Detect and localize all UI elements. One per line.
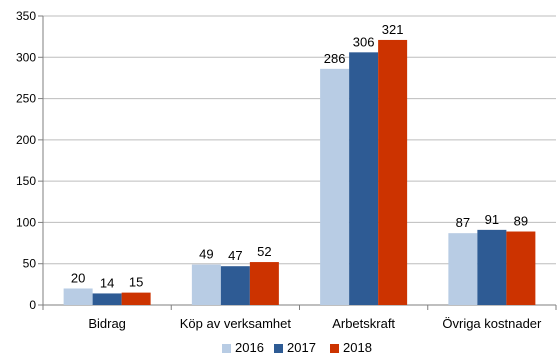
data-label: 306 [353, 34, 375, 49]
bars [63, 39, 536, 306]
data-labels: 20 14 15 49 47 52 286 306 321 87 91 89 [71, 22, 528, 290]
category-label: Arbetskraft [332, 316, 395, 331]
bar-2017-2 [349, 52, 379, 306]
category-label: Bidrag [88, 316, 126, 331]
legend: 2016 2017 2018 [222, 340, 372, 355]
bar-2017-1 [220, 266, 250, 305]
bar-2018-2 [378, 39, 408, 306]
bar-2017-3 [477, 229, 507, 305]
y-tick-label: 0 [29, 298, 36, 312]
bar-2016-0 [63, 288, 93, 305]
bar-2018-3 [506, 231, 536, 305]
bar-2018-0 [121, 292, 151, 305]
legend-swatch [222, 344, 231, 353]
y-tick-label: 200 [16, 133, 36, 147]
legend-label: 2018 [343, 340, 372, 355]
y-tick-label: 100 [16, 215, 36, 229]
data-label: 91 [485, 212, 499, 227]
bar-2016-1 [191, 264, 221, 305]
legend-swatch [274, 344, 283, 353]
data-label: 15 [129, 275, 143, 290]
data-label: 321 [382, 22, 404, 37]
data-label: 14 [100, 275, 114, 290]
data-label: 47 [228, 248, 242, 263]
legend-label: 2017 [287, 340, 316, 355]
y-tick-label: 150 [16, 174, 36, 188]
data-label: 49 [199, 247, 213, 262]
y-tick-label: 250 [16, 92, 36, 106]
y-tick-label: 50 [23, 257, 37, 271]
bar-2017-0 [92, 293, 122, 305]
bar-2016-3 [448, 233, 478, 305]
data-label: 52 [257, 244, 271, 259]
legend-label: 2016 [235, 340, 264, 355]
data-label: 286 [324, 51, 346, 66]
category-label: Köp av verksamhet [180, 316, 292, 331]
data-label: 89 [514, 214, 528, 229]
bar-2018-1 [249, 262, 279, 305]
y-tick-label: 300 [16, 50, 36, 64]
data-label: 87 [456, 215, 470, 230]
category-label: Övriga kostnader [442, 316, 542, 331]
y-tick-label: 350 [16, 9, 36, 23]
legend-swatch [330, 344, 339, 353]
gridlines [43, 15, 556, 265]
bar-2016-2 [320, 68, 350, 306]
data-label: 20 [71, 270, 85, 285]
